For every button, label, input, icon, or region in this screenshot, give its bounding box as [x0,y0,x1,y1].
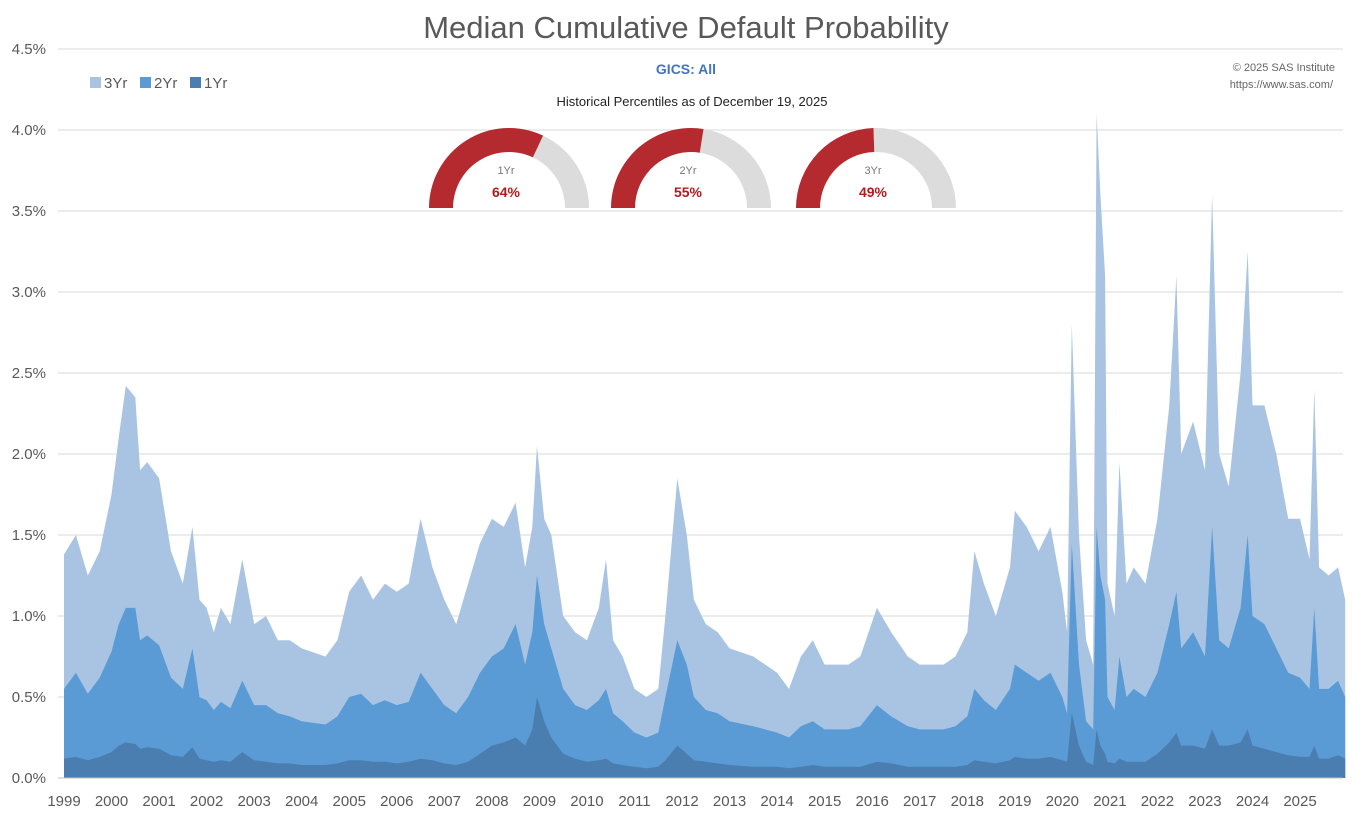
area-3yr [64,113,1346,779]
legend-swatch-3yr [90,77,101,88]
x-tick-label: 2012 [665,793,698,810]
y-tick-label: 3.0% [12,284,46,301]
y-tick-label: 1.5% [12,527,46,544]
gauge-2yr: 2Yr 55% [611,127,771,208]
x-tick-label: 2015 [808,793,841,810]
gauge-3yr: 3Yr 49% [796,128,956,208]
gauge-filled-arc [796,128,875,208]
x-tick-label: 1999 [47,793,80,810]
gauge-value: 49% [859,184,888,200]
legend-swatch-2yr [140,77,151,88]
x-tick-label: 2000 [95,793,128,810]
x-tick-label: 2017 [903,793,936,810]
x-tick-label: 2014 [760,793,793,810]
area-1yr [64,697,1346,778]
gauge-1yr: 1Yr 64% [429,128,589,208]
gauge-filled-arc [429,128,544,208]
x-tick-label: 2001 [142,793,175,810]
x-tick-label: 2010 [570,793,603,810]
y-tick-label: 0.0% [12,770,46,787]
gauge-value: 64% [492,184,521,200]
x-tick-label: 2009 [523,793,556,810]
legend: 3Yr 2Yr 1Yr [90,75,227,92]
x-tick-label: 2021 [1093,793,1126,810]
gauge-empty-arc [873,128,956,208]
x-tick-label: 2002 [190,793,223,810]
legend-label-1yr: 1Yr [204,75,227,92]
chart-title: Median Cumulative Default Probability [423,10,949,45]
x-tick-label: 2003 [237,793,270,810]
y-axis: 0.0% 0.5% 1.0% 1.5% 2.0% 2.5% 3.0% 3.5% 4.0% 4.5% [12,41,46,787]
x-tick-label: 2025 [1283,793,1316,810]
credit-url[interactable]: https://www.sas.com/ [1230,79,1334,91]
x-tick-label: 2005 [333,793,366,810]
y-tick-label: 2.0% [12,446,46,463]
gauge-annotation: Historical Percentiles as of December 19… [557,94,828,109]
gauge-value: 55% [674,184,703,200]
copyright: © 2025 SAS Institute [1233,62,1335,74]
x-tick-label: 2004 [285,793,318,810]
x-tick-label: 2024 [1236,793,1269,810]
x-tick-label: 2016 [855,793,888,810]
gridlines [58,48,1343,698]
legend-label-2yr: 2Yr [154,75,177,92]
x-tick-label: 2007 [428,793,461,810]
gauge-label: 3Yr [864,165,881,177]
x-tick-label: 2022 [1141,793,1174,810]
gauge-filled-arc [611,127,704,208]
y-tick-label: 3.5% [12,203,46,220]
x-tick-label: 2018 [951,793,984,810]
x-tick-label: 2011 [618,793,650,810]
gauge-label: 1Yr [497,165,514,177]
y-tick-label: 4.5% [12,41,46,58]
area-2yr [64,526,1346,778]
y-tick-label: 4.0% [12,122,46,139]
y-tick-label: 0.5% [12,689,46,706]
gauge-empty-arc [532,135,589,208]
x-tick-label: 2020 [1046,793,1079,810]
gauges: 1Yr 64% 2Yr 55% 3Yr 49% [429,127,956,208]
x-tick-label: 2006 [380,793,413,810]
legend-swatch-1yr [190,77,201,88]
x-tick-label: 2023 [1188,793,1221,810]
y-tick-label: 2.5% [12,365,46,382]
area-series [64,113,1346,779]
legend-label-3yr: 3Yr [104,75,127,92]
x-tick-label: 2013 [713,793,746,810]
gauge-label: 2Yr [679,165,696,177]
x-axis: 1999 2000 2001 2002 2003 2004 2005 2006 2007 2008… [47,793,1316,810]
y-tick-label: 1.0% [12,608,46,625]
x-tick-label: 2008 [475,793,508,810]
gauge-empty-arc [699,128,771,208]
chart-subtitle: GICS: All [656,61,716,77]
x-tick-label: 2019 [998,793,1031,810]
